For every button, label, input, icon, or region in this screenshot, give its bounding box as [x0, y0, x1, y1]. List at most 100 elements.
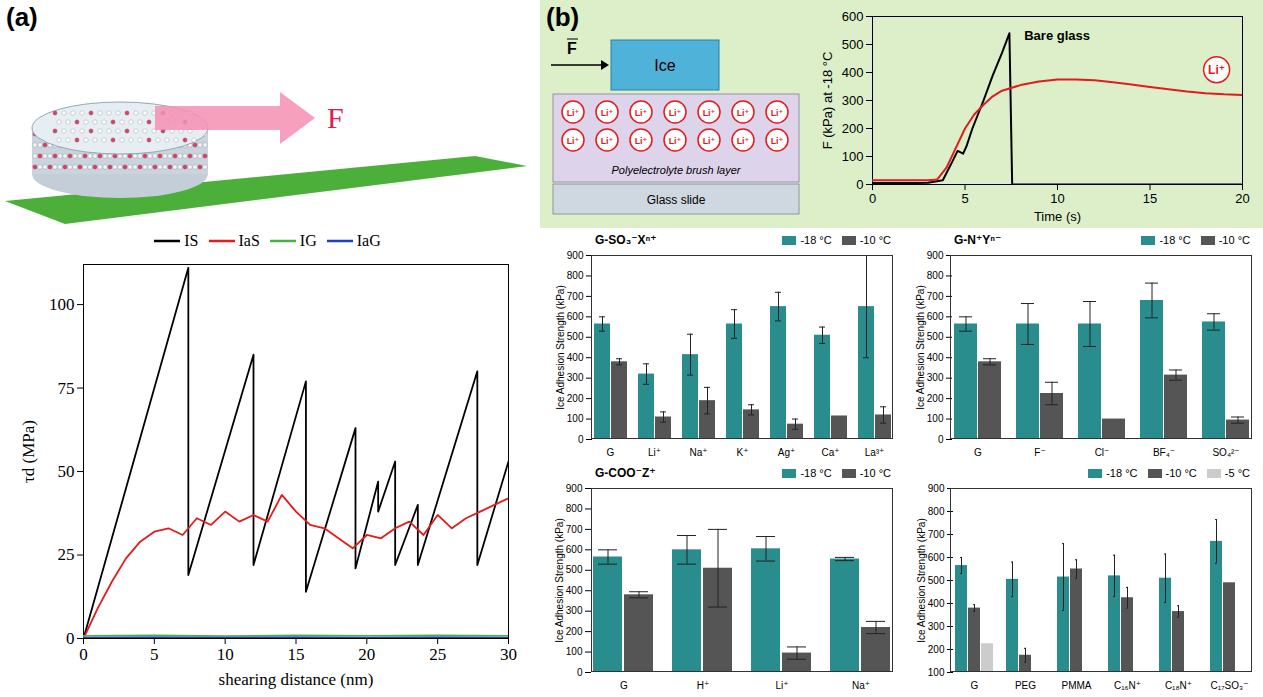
svg-text:800: 800	[927, 270, 944, 281]
svg-text:0: 0	[856, 177, 863, 192]
svg-text:400: 400	[842, 65, 864, 80]
svg-text:0: 0	[577, 667, 583, 678]
svg-text:Glass slide: Glass slide	[647, 193, 706, 207]
svg-text:100: 100	[928, 667, 945, 678]
svg-text:900: 900	[566, 483, 583, 494]
svg-text:300: 300	[927, 372, 944, 383]
svg-text:500: 500	[842, 37, 864, 52]
svg-text:20: 20	[1235, 191, 1249, 206]
svg-text:F: F	[567, 40, 577, 57]
svg-text:25: 25	[58, 545, 75, 564]
svg-text:600: 600	[567, 311, 584, 322]
svg-text:600: 600	[927, 311, 944, 322]
svg-text:Li⁺: Li⁺	[703, 136, 716, 146]
svg-text:Li⁺: Li⁺	[669, 136, 682, 146]
svg-text:300: 300	[567, 372, 584, 383]
svg-text:900: 900	[927, 250, 944, 261]
svg-text:400: 400	[567, 352, 584, 363]
svg-text:Li⁺: Li⁺	[669, 108, 682, 118]
svg-text:0: 0	[938, 434, 944, 445]
svg-text:500: 500	[566, 564, 583, 575]
svg-text:G: G	[971, 680, 979, 691]
svg-text:Li⁺: Li⁺	[648, 447, 661, 458]
svg-text:Li⁺: Li⁺	[771, 108, 784, 118]
svg-text:Na⁺: Na⁺	[852, 680, 870, 691]
svg-text:200: 200	[567, 393, 584, 404]
svg-text:0: 0	[66, 629, 75, 648]
svg-text:K⁺: K⁺	[737, 447, 749, 458]
svg-text:G: G	[620, 680, 628, 691]
svg-text:C₁₈N⁺: C₁₈N⁺	[1165, 680, 1192, 691]
svg-text:C₁₆N⁺: C₁₆N⁺	[1114, 680, 1141, 691]
svg-text:400: 400	[928, 598, 945, 609]
svg-text:Polyelectrolyte brush layer: Polyelectrolyte brush layer	[611, 164, 741, 176]
svg-text:Cl⁻: Cl⁻	[1095, 447, 1110, 458]
svg-text:Li⁺: Li⁺	[771, 136, 784, 146]
svg-text:15: 15	[288, 645, 305, 664]
svg-text:200: 200	[927, 393, 944, 404]
svg-text:C₁₇SO₃⁻: C₁₇SO₃⁻	[1211, 680, 1249, 691]
svg-text:La³⁺: La³⁺	[865, 447, 885, 458]
svg-text:900: 900	[928, 483, 945, 494]
svg-text:200: 200	[842, 121, 864, 136]
svg-text:500: 500	[928, 575, 945, 586]
svg-text:Li⁺: Li⁺	[737, 108, 750, 118]
svg-text:G: G	[974, 447, 982, 458]
svg-text:Time (s): Time (s)	[1034, 209, 1081, 224]
svg-text:shearing distance (nm): shearing distance (nm)	[219, 670, 374, 689]
svg-text:300: 300	[928, 621, 945, 632]
svg-text:30: 30	[500, 645, 517, 664]
svg-text:Li⁺: Li⁺	[775, 680, 788, 691]
svg-text:5: 5	[150, 645, 159, 664]
svg-text:G: G	[607, 447, 615, 458]
svg-text:Li⁺: Li⁺	[703, 108, 716, 118]
svg-text:50: 50	[58, 462, 75, 481]
svg-text:800: 800	[928, 506, 945, 517]
svg-text:Li⁺: Li⁺	[601, 108, 614, 118]
svg-text:PMMA: PMMA	[1062, 680, 1092, 691]
svg-text:200: 200	[566, 626, 583, 637]
svg-text:15: 15	[1143, 191, 1157, 206]
svg-text:10: 10	[1050, 191, 1064, 206]
svg-text:τd (MPa): τd (MPa)	[19, 420, 38, 483]
svg-text:100: 100	[567, 413, 584, 424]
svg-text:700: 700	[927, 291, 944, 302]
svg-text:300: 300	[842, 93, 864, 108]
svg-text:PEG: PEG	[1015, 680, 1036, 691]
svg-text:H⁺: H⁺	[697, 680, 710, 691]
svg-text:Li⁺: Li⁺	[567, 136, 580, 146]
svg-text:20: 20	[358, 645, 375, 664]
svg-text:Ice Adhesion Strength (kPa): Ice Adhesion Strength (kPa)	[916, 518, 927, 643]
svg-text:Li⁺: Li⁺	[635, 108, 648, 118]
svg-text:0: 0	[869, 191, 876, 206]
svg-text:900: 900	[567, 250, 584, 261]
svg-text:Bare glass: Bare glass	[1024, 28, 1090, 43]
svg-text:F (kPa) at -18 °C: F (kPa) at -18 °C	[820, 52, 835, 150]
svg-text:10: 10	[217, 645, 234, 664]
svg-text:F: F	[327, 101, 344, 134]
svg-text:F⁻: F⁻	[1034, 447, 1045, 458]
svg-text:100: 100	[927, 413, 944, 424]
svg-text:Ice Adhesion Strength (kPa): Ice Adhesion Strength (kPa)	[915, 285, 926, 410]
svg-text:800: 800	[566, 503, 583, 514]
svg-text:700: 700	[566, 524, 583, 535]
svg-text:25: 25	[429, 645, 446, 664]
svg-text:Ice Adhesion Strength (kPa): Ice Adhesion Strength (kPa)	[555, 285, 566, 410]
svg-text:700: 700	[928, 529, 945, 540]
svg-text:Ag⁺: Ag⁺	[778, 447, 796, 458]
svg-text:0: 0	[578, 434, 584, 445]
svg-text:200: 200	[928, 644, 945, 655]
svg-text:Li⁺: Li⁺	[635, 136, 648, 146]
svg-text:5: 5	[961, 191, 968, 206]
svg-text:400: 400	[927, 352, 944, 363]
svg-text:Li⁺: Li⁺	[1208, 63, 1225, 77]
svg-text:600: 600	[928, 552, 945, 563]
svg-text:0: 0	[79, 645, 88, 664]
svg-text:600: 600	[842, 9, 864, 24]
svg-text:300: 300	[566, 605, 583, 616]
svg-text:100: 100	[842, 149, 864, 164]
svg-text:500: 500	[927, 331, 944, 342]
svg-text:BF₄⁻: BF₄⁻	[1153, 447, 1175, 458]
svg-text:Li⁺: Li⁺	[601, 136, 614, 146]
svg-text:500: 500	[567, 331, 584, 342]
